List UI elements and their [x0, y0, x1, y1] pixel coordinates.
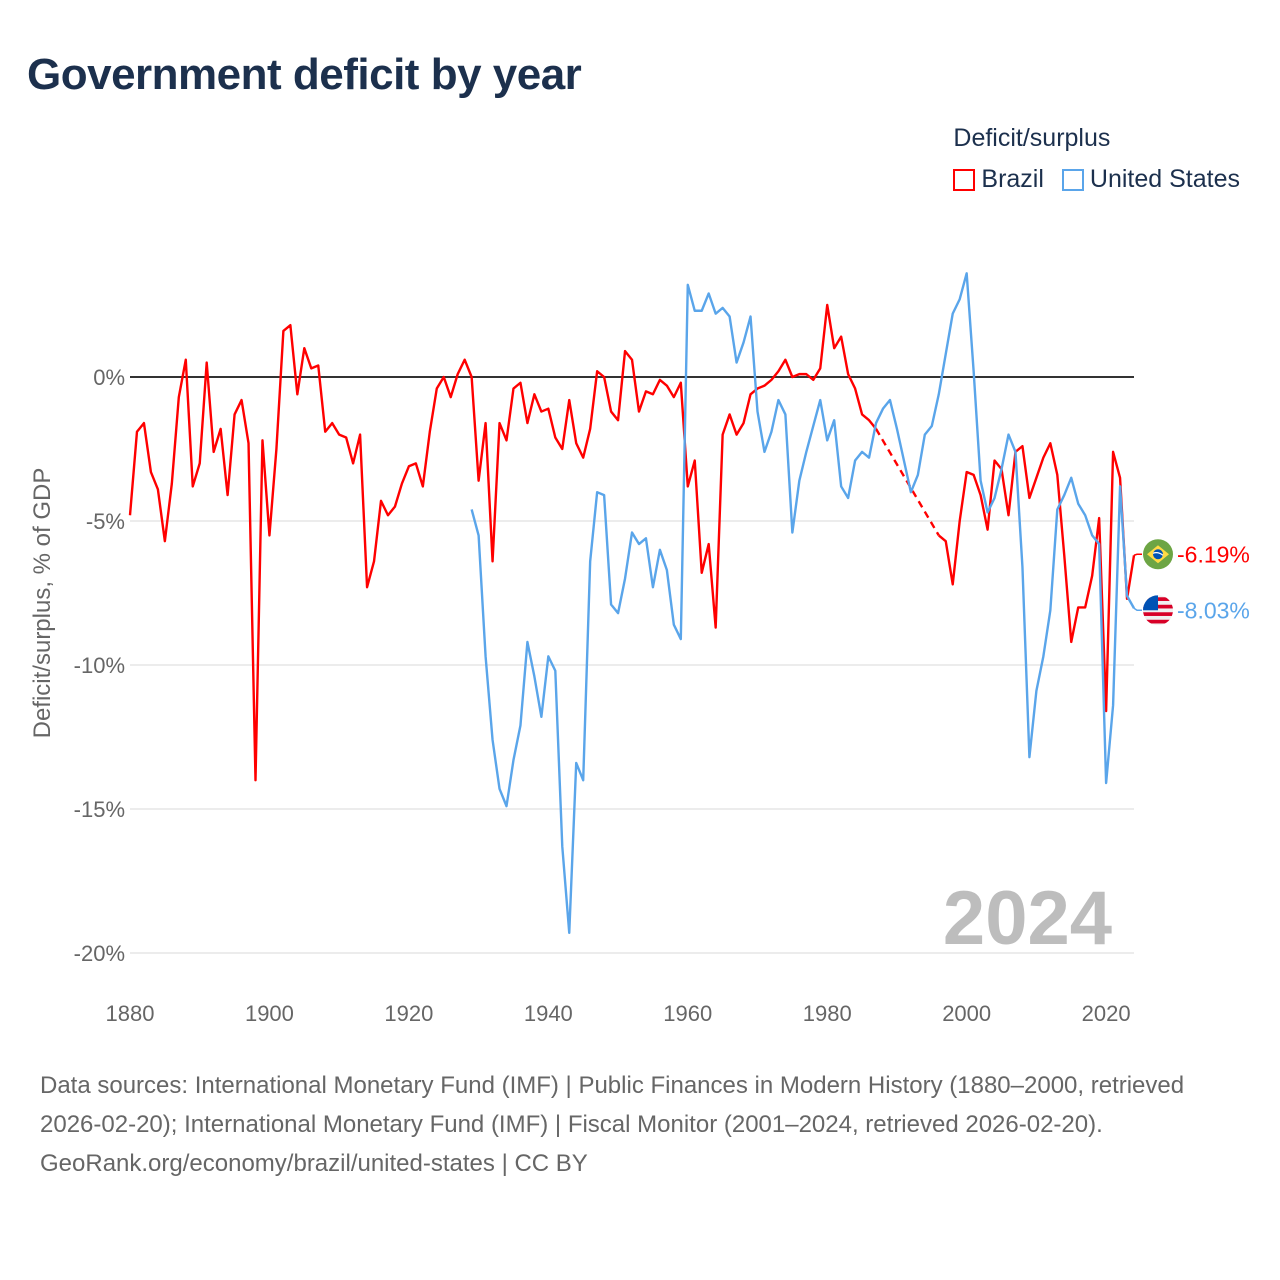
end-value-label-brazil: -6.19%: [1177, 541, 1250, 567]
credit-link[interactable]: GeoRank.org/economy/brazil/united-states…: [40, 1150, 588, 1177]
legend: Deficit/surplus Brazil United States: [953, 124, 1240, 194]
legend-label: United States: [1089, 165, 1240, 193]
x-tick-label: 1900: [245, 1001, 294, 1026]
chart-plot: 0% -5% -10% -15% -20% 1880 1900 1920 1940 1960 198…: [29, 272, 1250, 1026]
x-tick-label: 1920: [384, 1001, 433, 1026]
x-tick-label: 1940: [524, 1001, 573, 1026]
y-tick-label: -10%: [74, 653, 125, 678]
x-tick-label: 1880: [106, 1001, 155, 1026]
year-watermark: 2024: [943, 876, 1112, 961]
end-value-label-united-states: -8.03%: [1177, 597, 1250, 623]
legend-swatch-united-states: [1061, 168, 1084, 191]
brazil-flag-icon: [1143, 539, 1173, 570]
y-tick-label: -5%: [86, 509, 125, 534]
line-brazil: [128, 303, 877, 782]
x-tick-label: 1960: [663, 1001, 712, 1026]
footer: Data sources: International Monetary Fun…: [40, 1066, 1240, 1183]
end-connector-united-states: [1133, 607, 1142, 612]
x-tick-label: 2000: [942, 1001, 991, 1026]
line-united-states: [470, 272, 1136, 935]
interpolated-line-brazil: [874, 428, 940, 537]
legend-title: Deficit/surplus: [953, 124, 1111, 152]
legend-label: Brazil: [981, 165, 1044, 193]
line-brazil: [938, 442, 1136, 713]
x-tick-label: 1980: [803, 1001, 852, 1026]
x-tick-label: 2020: [1082, 1001, 1131, 1026]
legend-item-brazil[interactable]: Brazil: [953, 165, 1044, 194]
y-tick-label: -20%: [74, 941, 125, 966]
united-states-flag-icon: [1143, 595, 1173, 626]
series-brazil: [128, 303, 1136, 782]
legend-item-united-states[interactable]: United States: [1061, 165, 1240, 194]
y-axis-label: Deficit/surplus, % of GDP: [29, 468, 56, 739]
chart-title: Government deficit by year: [27, 50, 582, 99]
data-sources: Data sources: International Monetary Fun…: [40, 1072, 1185, 1138]
legend-swatch-brazil: [953, 168, 976, 191]
series-united-states: [470, 272, 1136, 935]
y-tick-label: 0%: [93, 365, 125, 390]
y-tick-label: -15%: [74, 797, 125, 822]
end-connector-brazil: [1133, 553, 1142, 556]
